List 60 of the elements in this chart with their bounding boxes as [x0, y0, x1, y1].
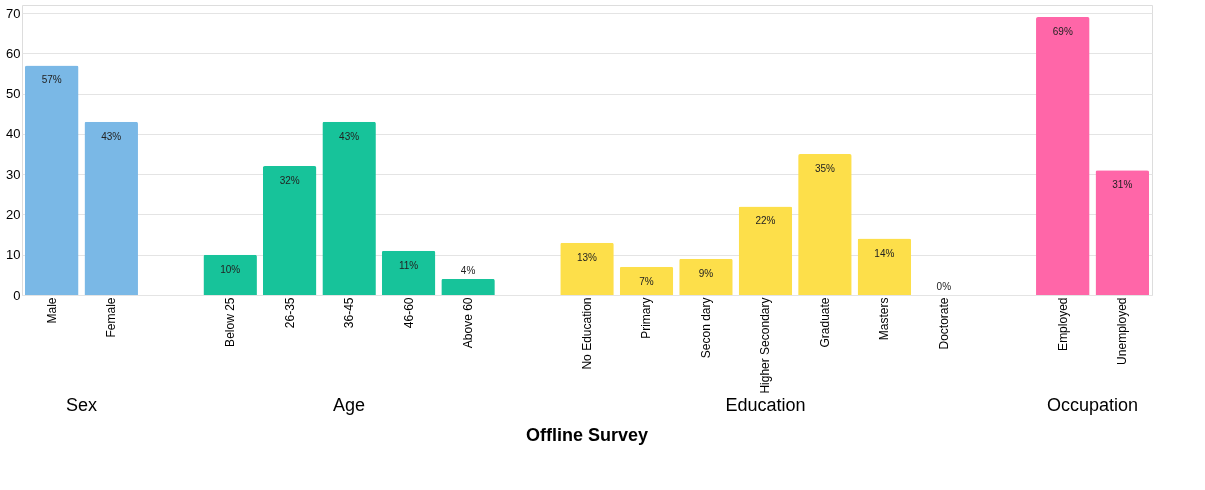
x-tick-label: Higher Secondary: [758, 297, 773, 394]
data-label: 14%: [874, 247, 895, 259]
data-label: 69%: [1052, 26, 1073, 38]
data-label: 43%: [101, 130, 122, 142]
y-tick-label: 40: [6, 126, 21, 142]
text: Sex: [65, 395, 97, 415]
bar: [738, 206, 793, 295]
x-tick-label: Primary: [639, 297, 654, 339]
x-tick-label: Above 60: [461, 297, 476, 349]
data-label: 57%: [41, 74, 62, 86]
data-label: 43%: [339, 130, 360, 142]
x-tick-label: Female: [104, 297, 119, 338]
bar: [560, 242, 614, 295]
data-label: 9%: [698, 267, 714, 279]
y-tick-label: 70: [6, 5, 21, 21]
data-label: 11%: [398, 259, 419, 271]
bar: [262, 166, 317, 295]
data-label: 7%: [639, 275, 654, 287]
x-tick-label: Male: [44, 297, 59, 324]
data-label: 31%: [1112, 179, 1133, 191]
text: Offline Survey: [525, 425, 649, 445]
x-tick-label: No Education: [580, 297, 594, 370]
bar: [619, 266, 674, 295]
bar: [441, 278, 495, 295]
bar: [798, 154, 852, 295]
bar: [679, 258, 733, 295]
y-tick-label: 0: [13, 287, 21, 303]
data-label: 22%: [755, 215, 776, 227]
bar: [24, 65, 79, 295]
bar: [203, 254, 257, 295]
x-tick-label: Doctorate: [936, 297, 951, 350]
y-tick-label: 60: [6, 45, 21, 61]
y-tick-label: 10: [6, 247, 21, 263]
x-tick-label: Secon dary: [698, 297, 713, 359]
x-tick-label: Employed: [1055, 297, 1070, 351]
text: Age: [333, 395, 366, 415]
y-tick-label: 30: [6, 166, 21, 182]
text: Education: [725, 395, 806, 415]
x-tick-label: 26-35: [282, 297, 297, 329]
bar: [84, 121, 138, 295]
x-tick-label: Below 25: [223, 297, 238, 347]
data-label: 4%: [460, 264, 476, 276]
x-tick-label: 46-60: [401, 297, 416, 329]
x-tick-label: Masters: [877, 297, 892, 341]
bar: [1095, 170, 1150, 295]
text: Occupation: [1047, 395, 1139, 415]
bar: [1036, 17, 1090, 295]
data-label: 0%: [936, 281, 952, 292]
x-tick-label: Graduate: [817, 297, 832, 348]
bar: [857, 238, 912, 295]
bar: [381, 250, 436, 295]
data-label: 35%: [814, 163, 836, 175]
data-label: 13%: [576, 251, 598, 263]
x-tick-label: Unemployed: [1115, 297, 1130, 365]
bar: [322, 121, 376, 295]
data-label: 10%: [220, 263, 241, 275]
y-tick-label: 50: [6, 86, 21, 102]
y-tick-label: 20: [6, 206, 21, 222]
x-tick-label: 36-45: [342, 297, 357, 329]
data-label: 32%: [279, 175, 300, 187]
